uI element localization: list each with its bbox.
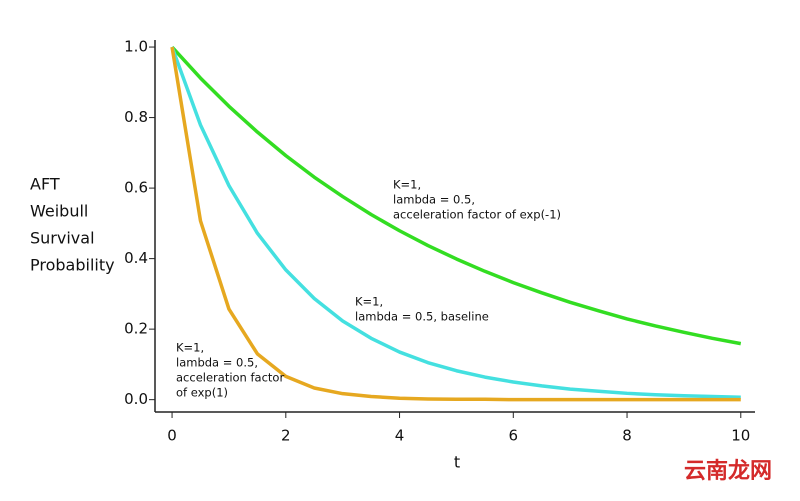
x-axis-label: t <box>454 453 460 472</box>
annotation: acceleration factor <box>176 371 284 385</box>
line-series <box>170 45 742 346</box>
y-tick-label: 0.6 <box>124 179 148 197</box>
y-tick-label: 0.0 <box>124 390 148 408</box>
annotation: K=1, <box>393 178 421 192</box>
annotation: lambda = 0.5, <box>393 193 475 207</box>
annotation: acceleration factor of exp(-1) <box>393 208 561 222</box>
annotation: lambda = 0.5, baseline <box>355 310 489 324</box>
y-axis-label: AFT <box>30 175 60 194</box>
y-tick-label: 1.0 <box>124 38 148 56</box>
x-tick-label: 4 <box>395 427 405 445</box>
x-tick-label: 0 <box>167 427 177 445</box>
annotation: lambda = 0.5, <box>176 356 258 370</box>
line-series <box>170 46 741 399</box>
line-series <box>170 46 741 402</box>
annotation: K=1, <box>355 295 383 309</box>
watermark: 云南龙网 <box>684 459 772 484</box>
x-tick-label: 2 <box>281 427 291 445</box>
y-tick-label: 0.8 <box>124 108 148 126</box>
annotation: K=1, <box>176 341 204 355</box>
x-tick-label: 6 <box>509 427 519 445</box>
y-axis-label: Weibull <box>30 202 88 221</box>
x-tick-label: 10 <box>731 427 750 445</box>
y-tick-label: 0.4 <box>124 249 148 267</box>
annotation: of exp(1) <box>176 386 228 400</box>
y-axis-label: Probability <box>30 256 115 275</box>
x-tick-label: 8 <box>622 427 632 445</box>
y-axis-label: Survival <box>30 229 95 248</box>
y-tick-label: 0.2 <box>124 320 148 338</box>
